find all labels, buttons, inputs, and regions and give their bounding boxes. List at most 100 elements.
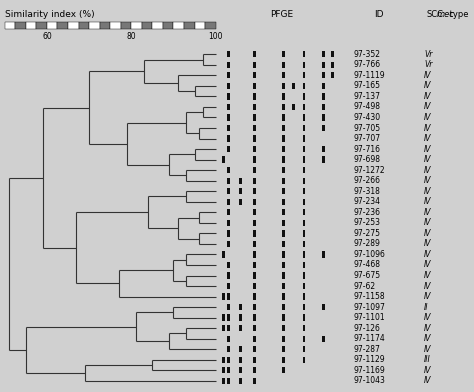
Bar bbox=[331, 51, 334, 58]
Bar bbox=[131, 22, 142, 29]
Bar bbox=[322, 336, 325, 342]
Bar bbox=[282, 272, 284, 279]
Bar bbox=[239, 178, 242, 184]
Bar bbox=[282, 336, 284, 342]
Bar bbox=[253, 83, 256, 89]
Text: IV: IV bbox=[424, 176, 432, 185]
Bar bbox=[282, 178, 284, 184]
Bar bbox=[282, 283, 284, 289]
Text: IV: IV bbox=[424, 208, 432, 217]
Bar bbox=[253, 51, 256, 58]
Text: 97-1097: 97-1097 bbox=[353, 303, 385, 312]
Text: IV: IV bbox=[424, 281, 432, 290]
Bar bbox=[227, 62, 230, 68]
Text: IV: IV bbox=[424, 187, 432, 196]
Bar bbox=[292, 83, 295, 89]
Bar bbox=[194, 22, 205, 29]
Bar bbox=[121, 22, 131, 29]
Bar bbox=[302, 104, 305, 110]
Bar bbox=[227, 114, 230, 121]
Bar bbox=[282, 304, 284, 310]
Text: IV: IV bbox=[424, 292, 432, 301]
Text: 97-707: 97-707 bbox=[353, 134, 380, 143]
Bar bbox=[205, 22, 216, 29]
Bar bbox=[222, 367, 225, 374]
Bar bbox=[302, 178, 305, 184]
Bar bbox=[302, 230, 305, 236]
Bar bbox=[227, 304, 230, 310]
Text: IV: IV bbox=[424, 197, 432, 206]
Bar bbox=[110, 22, 121, 29]
Bar bbox=[253, 135, 256, 142]
Text: IV: IV bbox=[424, 271, 432, 280]
Bar bbox=[253, 336, 256, 342]
Bar bbox=[227, 283, 230, 289]
Bar bbox=[253, 178, 256, 184]
Text: II: II bbox=[424, 303, 428, 312]
Bar bbox=[302, 325, 305, 331]
Text: IV: IV bbox=[424, 366, 432, 375]
Bar bbox=[253, 293, 256, 300]
Bar bbox=[322, 304, 325, 310]
Text: PFGE: PFGE bbox=[271, 10, 293, 19]
Text: IV: IV bbox=[424, 229, 432, 238]
Text: 97-1174: 97-1174 bbox=[353, 334, 385, 343]
Bar bbox=[302, 220, 305, 226]
Bar bbox=[100, 22, 110, 29]
Bar bbox=[253, 346, 256, 352]
Text: 97-275: 97-275 bbox=[353, 229, 380, 238]
Bar bbox=[302, 293, 305, 300]
Bar bbox=[322, 62, 325, 68]
Bar bbox=[239, 325, 242, 331]
Bar bbox=[222, 357, 225, 363]
Text: 97-137: 97-137 bbox=[353, 92, 380, 101]
Bar bbox=[239, 378, 242, 384]
Text: 97-1158: 97-1158 bbox=[353, 292, 385, 301]
Text: 60: 60 bbox=[42, 32, 52, 41]
Bar bbox=[36, 22, 47, 29]
Bar bbox=[227, 125, 230, 131]
Bar bbox=[253, 146, 256, 152]
Bar bbox=[163, 22, 173, 29]
Bar bbox=[322, 93, 325, 100]
Text: 97-1272: 97-1272 bbox=[353, 166, 385, 175]
Text: 80: 80 bbox=[127, 32, 136, 41]
Bar bbox=[282, 220, 284, 226]
Bar bbox=[292, 104, 295, 110]
Bar bbox=[227, 188, 230, 194]
Bar bbox=[89, 22, 100, 29]
Bar bbox=[322, 125, 325, 131]
Bar bbox=[253, 104, 256, 110]
Text: IV: IV bbox=[424, 260, 432, 269]
Bar bbox=[302, 283, 305, 289]
Bar bbox=[227, 314, 230, 321]
Text: mec: mec bbox=[437, 10, 455, 19]
Bar bbox=[227, 241, 230, 247]
Text: 97-675: 97-675 bbox=[353, 271, 380, 280]
Text: 97-705: 97-705 bbox=[353, 123, 380, 132]
Text: 97-236: 97-236 bbox=[353, 208, 380, 217]
Bar bbox=[222, 378, 225, 384]
Text: IV: IV bbox=[424, 92, 432, 101]
Bar bbox=[302, 304, 305, 310]
Bar bbox=[253, 220, 256, 226]
Bar bbox=[302, 51, 305, 58]
Bar bbox=[253, 357, 256, 363]
Text: 97-430: 97-430 bbox=[353, 113, 380, 122]
Text: IV: IV bbox=[424, 376, 432, 385]
Bar bbox=[253, 314, 256, 321]
Text: 97-287: 97-287 bbox=[353, 345, 380, 354]
Bar bbox=[282, 125, 284, 131]
Bar bbox=[302, 251, 305, 258]
Text: IV: IV bbox=[424, 166, 432, 175]
Bar bbox=[302, 83, 305, 89]
Bar bbox=[227, 272, 230, 279]
Text: 97-253: 97-253 bbox=[353, 218, 380, 227]
Bar bbox=[68, 22, 79, 29]
Bar bbox=[227, 146, 230, 152]
Bar bbox=[227, 293, 230, 300]
Bar bbox=[227, 83, 230, 89]
Text: IV: IV bbox=[424, 134, 432, 143]
Text: IV: IV bbox=[424, 113, 432, 122]
Text: IV: IV bbox=[424, 145, 432, 154]
